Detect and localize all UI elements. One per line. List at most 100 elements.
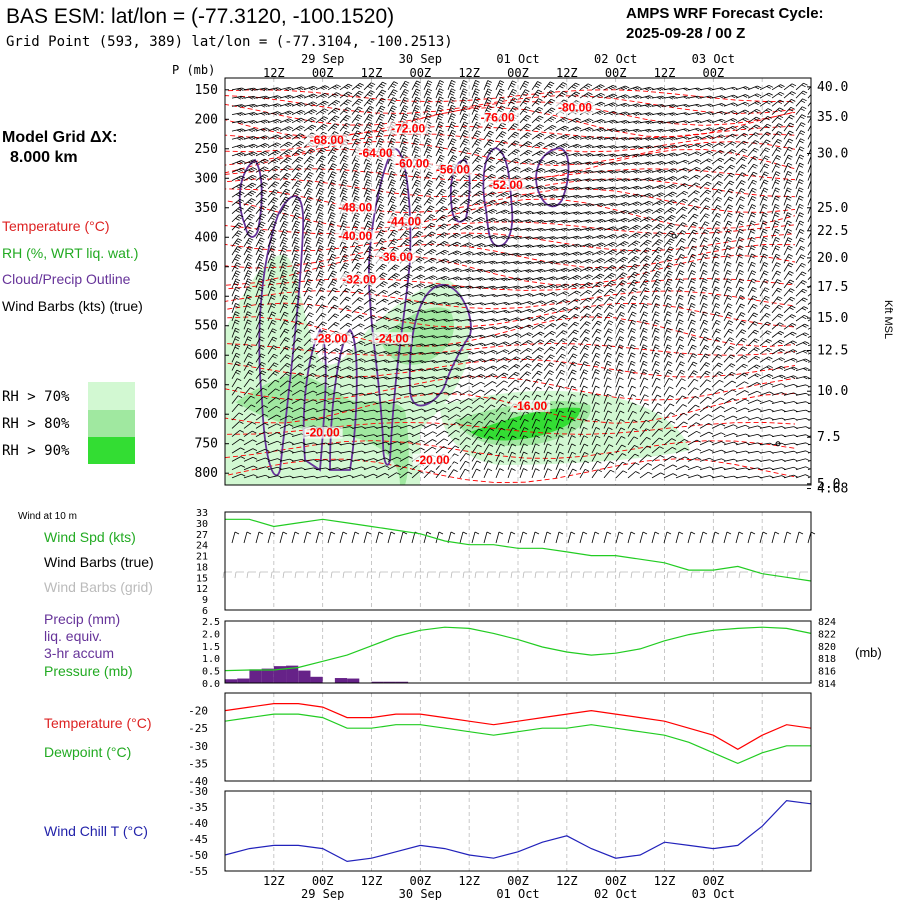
wind-barb [327,262,337,272]
wind-barb [555,283,570,289]
wind-barb [363,350,378,355]
wind-barb [543,418,552,429]
wind-barb [759,116,772,124]
windchill-tick-label: -50 [188,849,208,862]
wind-barb [483,310,498,314]
wind-barb [315,155,326,165]
wind-barb [495,341,510,347]
wind-barb [615,145,630,150]
wind-barb [567,169,582,174]
wind-barb [795,138,805,148]
wind-barb [243,474,258,479]
wind-barb [555,228,570,232]
wind-barb [507,285,522,290]
wind-barb [327,237,336,247]
wind-barb [507,387,519,396]
wind-barb [495,388,508,396]
wind-barb [471,147,482,157]
wind-barb [303,320,315,330]
wind-barb [291,398,306,404]
wind-barb [555,160,570,165]
wind-barb [339,154,349,165]
wind-barb [783,83,797,91]
wind-barb [435,293,450,297]
wind-barb [555,267,570,273]
wind-barb [435,375,450,380]
wind-barb [795,458,810,462]
wind-barb [711,286,720,297]
wind-barb [651,278,661,289]
wind-barb [627,217,642,223]
wind-barb [663,352,673,363]
wind-barb [495,435,505,446]
precip-bar [261,668,274,683]
wind-barb [687,422,701,429]
wind-barb [411,146,420,157]
wind-barb [471,397,485,404]
wind-barb [723,261,732,272]
wind-barb [435,232,449,239]
wind-barb [339,322,353,330]
wind-barb [543,185,558,190]
wind-barb [567,377,577,388]
wind-barb [267,221,277,231]
wind-barb [507,123,519,132]
wind-barb [555,299,569,305]
wind-barb [639,402,650,413]
wind-barb [411,80,421,90]
wind-barb [399,80,410,91]
wind-barb [555,402,564,413]
wind-barb [231,430,244,437]
wind-barb [591,377,600,388]
wind-barb [723,415,738,421]
wind-barb [579,186,594,191]
wind-barb [783,114,795,124]
wind-barb [471,444,482,454]
cloud-outline [368,148,412,466]
wind-barb [495,419,506,429]
wind-barb [231,403,243,413]
wind-barb [747,195,757,206]
wind-barb [711,414,725,421]
wind-barb [495,122,506,132]
wind-barb [687,378,699,388]
wind-barb [771,107,784,115]
wind-barb [231,378,242,388]
wind-barb [507,244,522,249]
wind-barb [459,444,471,454]
wind-barb [255,311,264,322]
wind-barb [423,240,437,248]
wind-barb [351,212,360,223]
wind-barb [267,311,277,322]
wind-barb [399,171,408,181]
wind-barb [435,104,444,115]
wind-barb [699,166,713,173]
height-tick-label: 30.0 [817,147,848,162]
wind-barb [531,347,544,355]
wind-barb [447,375,462,380]
wind-barb [639,287,650,297]
wind-barb [759,195,768,206]
wind-barb [795,162,804,173]
wind-barb [567,410,576,421]
wind-barb [279,228,289,239]
wind-barb [567,251,582,256]
wind-barb [279,286,288,297]
height-tick-label: 17.5 [817,280,848,295]
wind-barb [711,111,726,115]
wind-barb [411,96,421,107]
wind-barb [663,176,678,181]
wind-barb [735,424,750,429]
wind-barb [267,245,277,256]
precip-bar [371,681,384,683]
temperature-panel-frame [224,692,812,782]
wind-barb [591,344,601,355]
wind-barb [471,326,486,331]
top-hour-label: 00Z [409,66,431,80]
wind-barb [747,212,756,223]
wind-barb [531,150,545,157]
wind-barb [747,261,756,272]
surface-barb-grid [594,571,604,579]
wind-barb [711,253,720,264]
